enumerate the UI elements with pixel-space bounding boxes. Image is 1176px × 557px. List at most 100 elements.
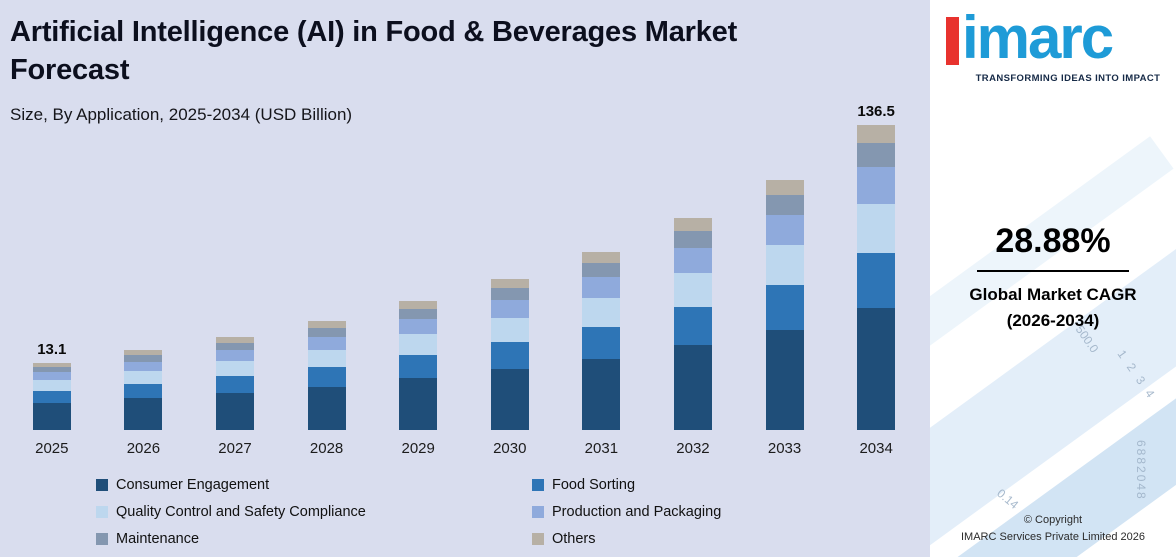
logo-text-i: i [962, 4, 979, 71]
bar-group-2030: 2030 [464, 95, 556, 457]
segment-food-sorting [32, 391, 71, 403]
x-axis-label-2034: 2034 [859, 440, 893, 457]
segment-maintenance [307, 328, 346, 337]
legend-swatch-icon [532, 533, 544, 545]
segment-production-and-packaging [765, 215, 804, 245]
legend-label: Quality Control and Safety Compliance [116, 504, 366, 520]
plot: 13.1 2025 2026 2027 2028 2029 2030 2031 2032 2033… [6, 95, 922, 457]
segment-consumer-engagement [307, 387, 346, 430]
x-axis-label-2025: 2025 [35, 440, 69, 457]
segment-consumer-engagement [124, 398, 163, 430]
copyright-line1: © Copyright [1023, 514, 1083, 526]
cagr-value: 28.88% [995, 222, 1111, 260]
segment-consumer-engagement [215, 393, 254, 430]
copyright-line2: IMARC Services Private Limited 2026 [960, 530, 1145, 543]
brand-panel: 500.0 1 2 3 4 6882048 0.14 imarc TRANSFO… [930, 0, 1176, 557]
legend-swatch-icon [532, 479, 544, 491]
segment-consumer-engagement [857, 308, 896, 430]
segment-maintenance [124, 355, 163, 362]
legend-swatch-icon [96, 533, 108, 545]
legend-label: Maintenance [116, 531, 200, 547]
chart-title: Artificial Intelligence (AI) in Food & B… [10, 16, 738, 86]
segment-production-and-packaging [32, 372, 71, 380]
stacked-bar-2025 [32, 363, 71, 430]
segment-quality-control-and-safety-compliance [32, 380, 71, 391]
stacked-bar-2028 [307, 321, 346, 430]
legend-label: Consumer Engagement [116, 477, 270, 493]
stacked-bar-2027 [215, 337, 254, 430]
segment-food-sorting [673, 307, 712, 345]
segment-food-sorting [582, 327, 621, 359]
legend-item-consumer-engagement: Consumer Engagement [96, 477, 532, 493]
stacked-bar-2029 [399, 301, 438, 430]
legend-item-maintenance: Maintenance [96, 531, 532, 547]
segment-maintenance [215, 343, 254, 350]
segment-food-sorting [399, 355, 438, 378]
legend-label: Others [552, 531, 596, 547]
segment-food-sorting [490, 342, 529, 369]
legend-swatch-icon [96, 506, 108, 518]
bar-group-2026: 2026 [98, 95, 190, 457]
x-axis-label-2030: 2030 [493, 440, 527, 457]
segment-others [673, 218, 712, 231]
segment-consumer-engagement [490, 369, 529, 430]
legend-swatch-icon [532, 506, 544, 518]
segment-food-sorting [765, 285, 804, 330]
segment-quality-control-and-safety-compliance [490, 318, 529, 342]
stacked-bar-2031 [582, 252, 621, 430]
stacked-bar-2033 [765, 180, 804, 430]
bar-group-2033: 2033 [739, 95, 831, 457]
segment-others [32, 363, 71, 367]
segment-others [857, 125, 896, 143]
segment-consumer-engagement [32, 403, 71, 430]
logo-text-rest: marc [976, 4, 1114, 71]
x-axis-label-2026: 2026 [126, 440, 161, 457]
bar-value-label-2034: 136.5 [857, 103, 895, 120]
stacked-bar-2030 [490, 279, 529, 430]
segment-production-and-packaging [215, 350, 254, 361]
bar-group-2027: 2027 [189, 95, 281, 457]
x-axis-label-2033: 2033 [767, 440, 802, 457]
segment-maintenance [399, 309, 438, 319]
segment-maintenance [765, 195, 804, 215]
segment-maintenance [32, 367, 71, 372]
bar-group-2034: 136.5 2034 [830, 95, 922, 457]
legend-item-others: Others [532, 531, 906, 547]
legend-swatch-icon [96, 479, 108, 491]
x-axis-label-2031: 2031 [584, 440, 619, 457]
legend-item-quality-control-and-safety-compliance: Quality Control and Safety Compliance [96, 504, 532, 520]
segment-food-sorting [857, 253, 896, 308]
chart-subtitle: Size, By Application, 2025-2034 (USD Bil… [10, 105, 353, 124]
chart-area: Artificial Intelligence (AI) in Food & B… [0, 0, 930, 557]
segment-maintenance [490, 288, 529, 300]
x-axis-label-2027: 2027 [218, 440, 252, 457]
bar-group-2031: 2031 [556, 95, 648, 457]
segment-others [399, 301, 438, 309]
segment-food-sorting [215, 376, 254, 393]
segment-maintenance [582, 263, 621, 277]
segment-quality-control-and-safety-compliance [215, 361, 254, 376]
segment-food-sorting [307, 367, 346, 387]
segment-quality-control-and-safety-compliance [857, 204, 896, 253]
segment-consumer-engagement [582, 359, 621, 430]
decorative-number: 6882048 [1134, 440, 1148, 501]
legend-label: Food Sorting [552, 477, 636, 493]
segment-quality-control-and-safety-compliance [673, 273, 712, 307]
segment-others [582, 252, 621, 263]
bar-group-2028: 2028 [281, 95, 373, 457]
segment-others [124, 350, 163, 355]
cagr-label-line2: (2026-2034) [1006, 311, 1100, 331]
stacked-bar-2034 [857, 125, 896, 430]
segment-consumer-engagement [399, 378, 438, 430]
x-axis-label-2028: 2028 [309, 440, 344, 457]
logo-tagline: TRANSFORMING IDEAS INTO IMPACT [975, 73, 1161, 84]
segment-production-and-packaging [399, 319, 438, 334]
legend-item-production-and-packaging: Production and Packaging [532, 504, 906, 520]
bar-value-label-2025: 13.1 [37, 341, 67, 358]
segment-food-sorting [124, 384, 163, 398]
segment-production-and-packaging [124, 362, 163, 371]
segment-quality-control-and-safety-compliance [582, 298, 621, 327]
segment-production-and-packaging [490, 300, 529, 318]
segment-others [215, 337, 254, 343]
